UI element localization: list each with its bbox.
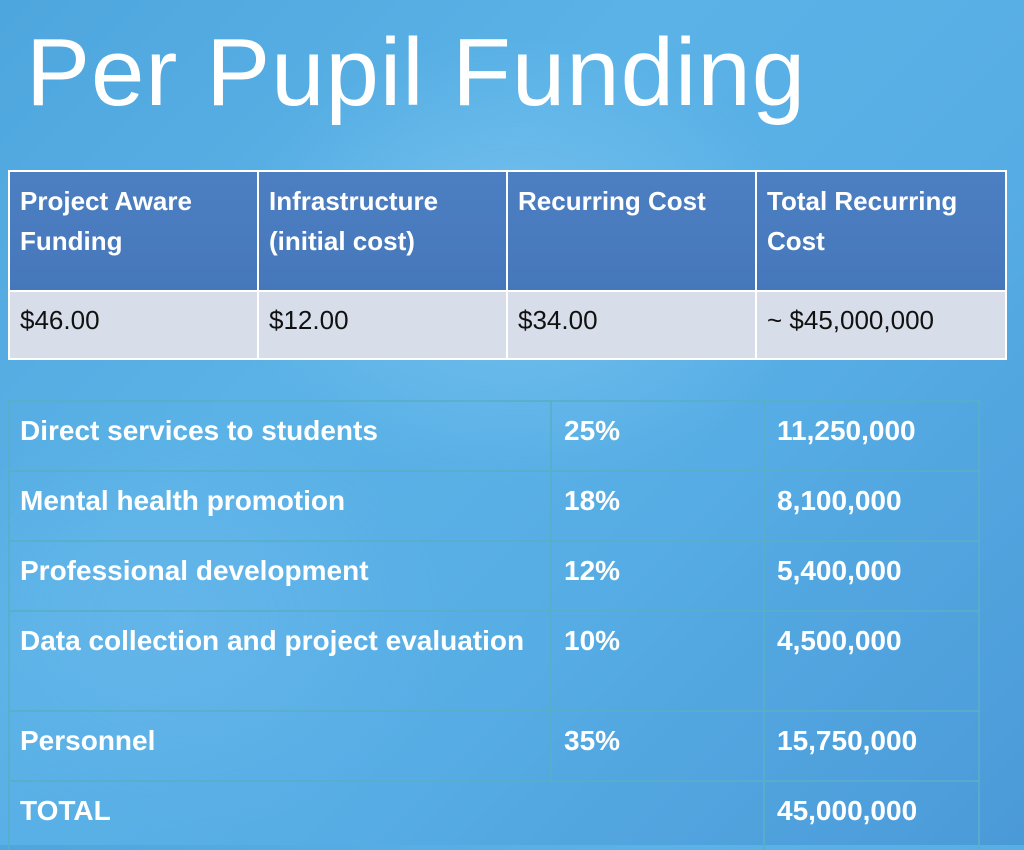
value-infrastructure: $12.00 (257, 290, 508, 360)
allocation-label: Data collection and project evaluation (8, 610, 552, 712)
page-title: Per Pupil Funding (26, 19, 807, 126)
summary-value-row: $46.00 $12.00 $34.00 ~ $45,000,000 (8, 290, 1007, 360)
table-row: Direct services to students 25% 11,250,0… (8, 400, 980, 472)
table-row: Professional development 12% 5,400,000 (8, 540, 980, 612)
allocation-amount: 5,400,000 (763, 540, 980, 612)
total-label: TOTAL (8, 780, 765, 850)
allocation-amount: 8,100,000 (763, 470, 980, 542)
allocation-label: Professional development (8, 540, 552, 612)
total-row: TOTAL 45,000,000 (8, 780, 980, 850)
table-row: Mental health promotion 18% 8,100,000 (8, 470, 980, 542)
allocation-label: Direct services to students (8, 400, 552, 472)
allocation-percent: 18% (550, 470, 765, 542)
summary-header-row: Project Aware Funding Infrastructure (in… (8, 170, 1007, 292)
value-total-recurring-cost: ~ $45,000,000 (755, 290, 1007, 360)
allocation-percent: 10% (550, 610, 765, 712)
allocation-percent: 25% (550, 400, 765, 472)
allocation-percent: 12% (550, 540, 765, 612)
header-infrastructure: Infrastructure (initial cost) (257, 170, 508, 292)
allocation-table: Direct services to students 25% 11,250,0… (8, 400, 980, 850)
allocation-percent: 35% (550, 710, 765, 782)
allocation-label: Mental health promotion (8, 470, 552, 542)
table-row: Personnel 35% 15,750,000 (8, 710, 980, 782)
value-recurring-cost: $34.00 (506, 290, 757, 360)
funding-summary-table: Project Aware Funding Infrastructure (in… (8, 170, 1007, 360)
header-total-recurring-cost: Total Recurring Cost (755, 170, 1007, 292)
allocation-amount: 15,750,000 (763, 710, 980, 782)
total-amount: 45,000,000 (763, 780, 980, 850)
value-project-aware-funding: $46.00 (8, 290, 259, 360)
header-recurring-cost: Recurring Cost (506, 170, 757, 292)
allocation-label: Personnel (8, 710, 552, 782)
table-row: Data collection and project evaluation 1… (8, 610, 980, 712)
allocation-amount: 4,500,000 (763, 610, 980, 712)
allocation-amount: 11,250,000 (763, 400, 980, 472)
header-project-aware-funding: Project Aware Funding (8, 170, 259, 292)
